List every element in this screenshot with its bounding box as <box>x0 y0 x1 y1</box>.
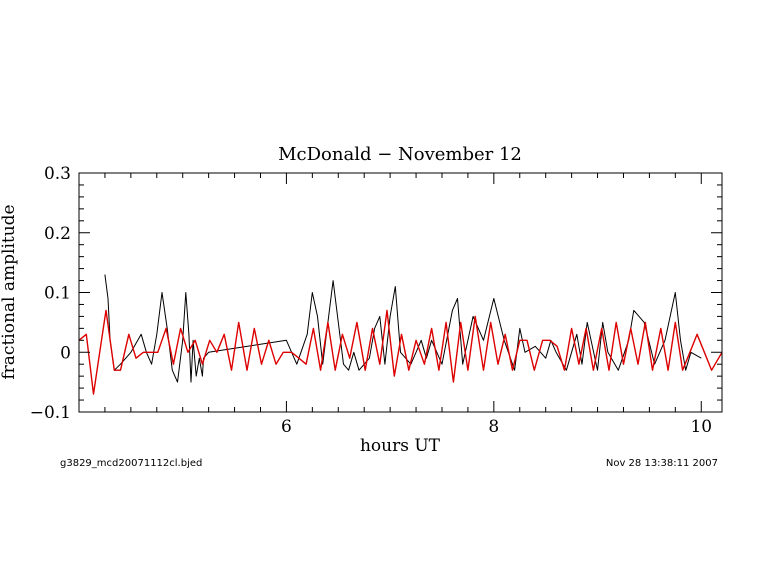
x-axis-title: hours UT <box>360 436 441 456</box>
chart-title: McDonald − November 12 <box>278 144 522 165</box>
y-tick-label: 0.1 <box>44 284 71 304</box>
plot-lines <box>78 274 723 395</box>
plot-timestamp: Nov 28 13:38:11 2007 <box>606 458 718 469</box>
x-tick-label: 6 <box>281 417 292 437</box>
y-tick-label: −0.1 <box>30 403 71 423</box>
axis-tick-labels: 6 8 10 −0.1 0 0.1 0.2 0.3 <box>30 164 712 437</box>
y-tick-label: 0.3 <box>44 164 71 184</box>
y-tick-label: 0.2 <box>44 224 71 244</box>
y-tick-label: 0 <box>60 343 71 363</box>
x-tick-label: 8 <box>488 417 499 437</box>
x-tick-label: 10 <box>690 417 712 437</box>
y-axis-title: fractional amplitude <box>0 204 19 379</box>
axis-ticks <box>78 172 722 413</box>
source-filename: g3829_mcd20071112cl.bjed <box>60 458 202 469</box>
series-model-line <box>78 309 723 395</box>
series-observed-line <box>104 274 702 383</box>
plot-frame <box>78 172 723 413</box>
